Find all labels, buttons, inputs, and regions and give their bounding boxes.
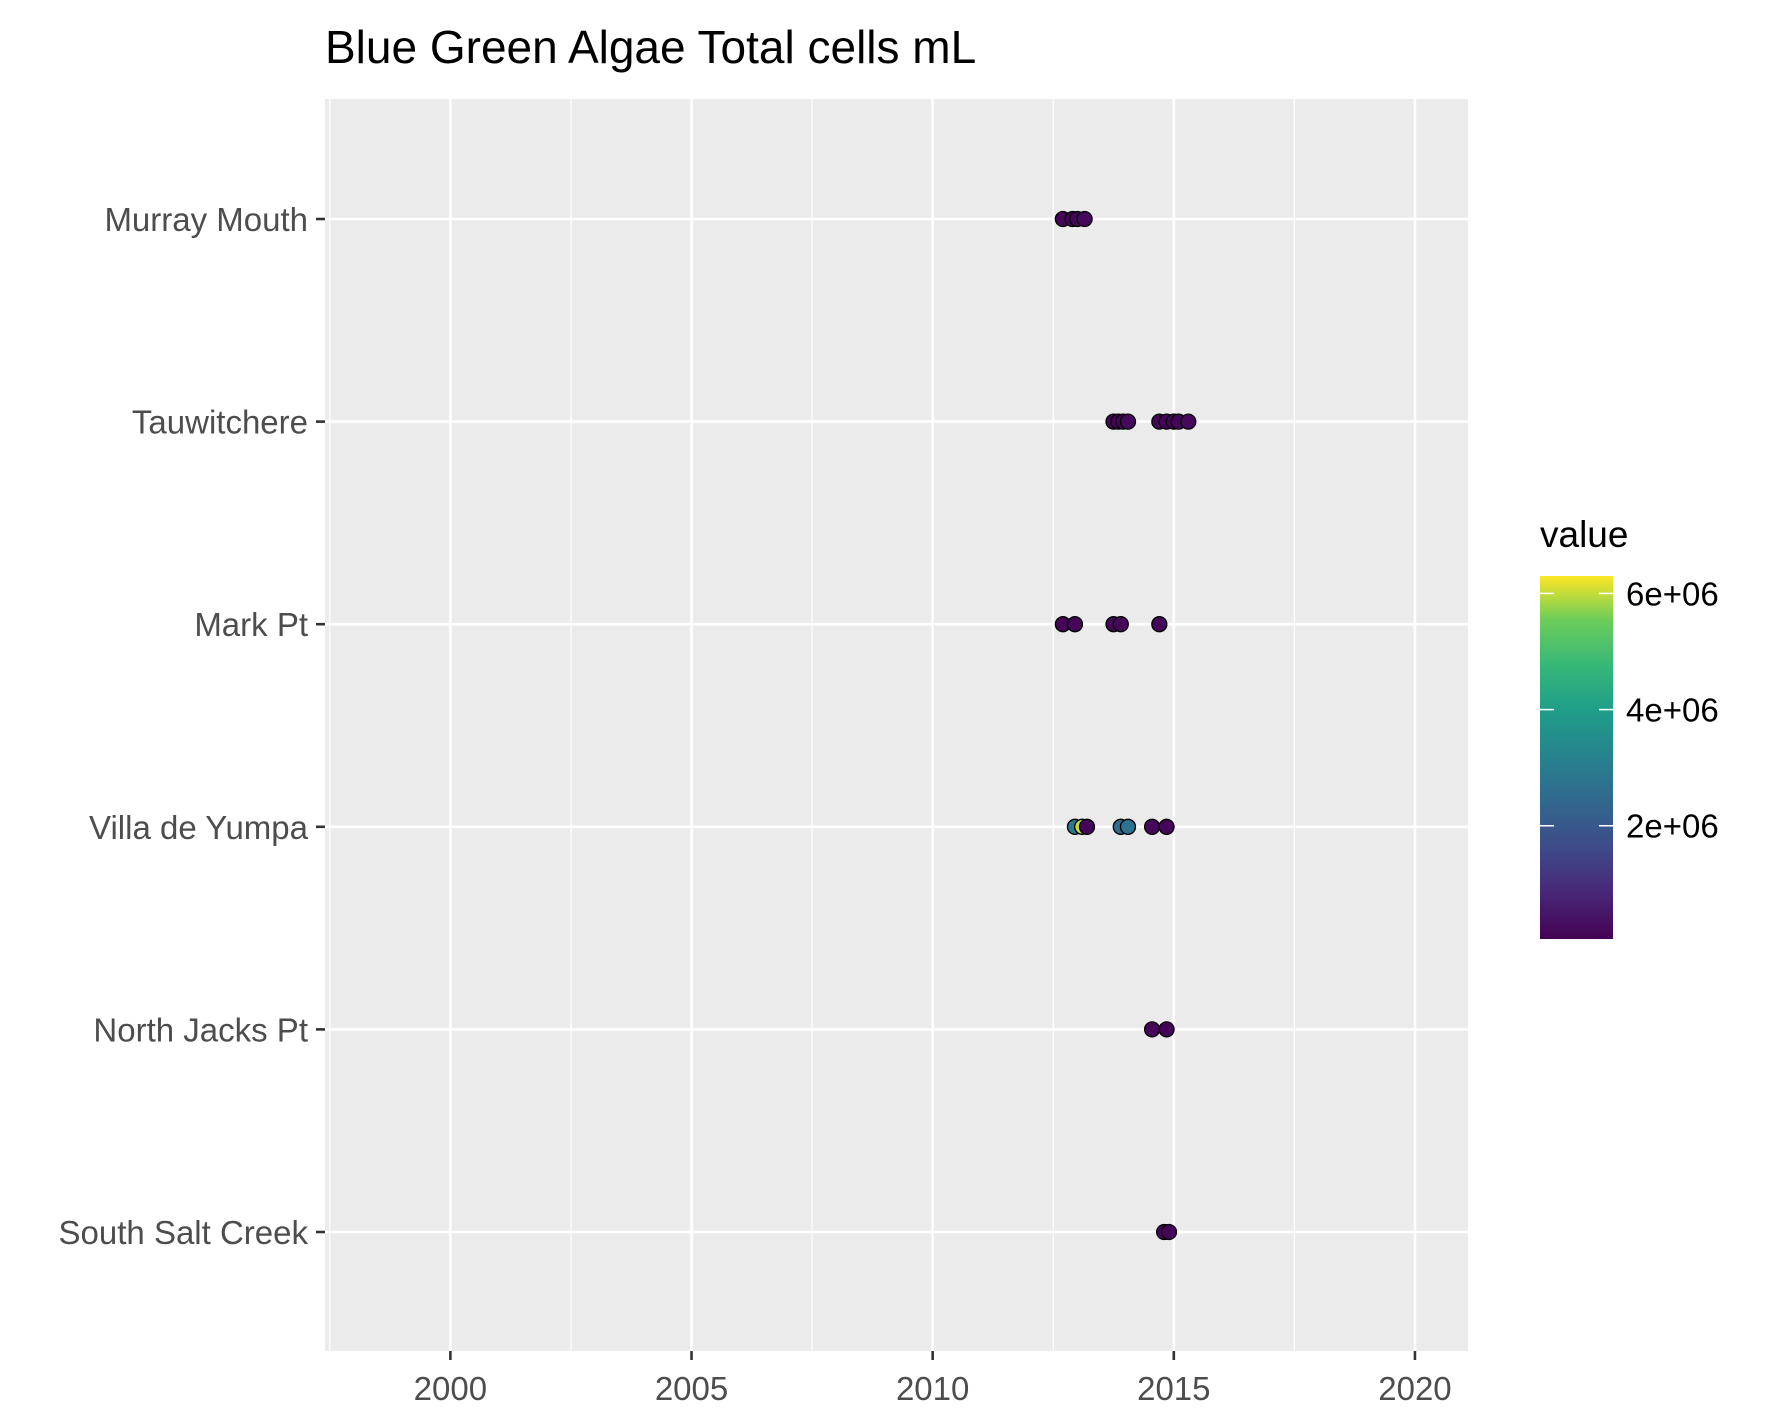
y-axis: Murray Mouth Tauwitchere Mark Pt Villa de Y…	[59, 201, 325, 1251]
data-point	[1160, 1223, 1178, 1241]
y-tick-label: Villa de Yumpa	[89, 809, 309, 846]
x-axis: 2000 2005 2010 2015 2020	[414, 1351, 1452, 1407]
data-point	[1143, 818, 1161, 835]
colorbar	[1540, 576, 1613, 939]
x-tick-label: 2020	[1378, 1370, 1451, 1407]
data-point	[1076, 210, 1093, 228]
data-point	[1119, 818, 1137, 835]
y-tick-label: Tauwitchere	[132, 404, 308, 441]
y-tick-label: Mark Pt	[194, 606, 308, 643]
colorbar-label: 4e+06	[1626, 692, 1719, 729]
x-tick-label: 2005	[655, 1370, 728, 1407]
data-point	[1078, 818, 1096, 835]
plot-panel	[325, 99, 1468, 1351]
x-tick-label: 2015	[1137, 1370, 1210, 1407]
data-points	[1054, 210, 1197, 1241]
colorbar-legend: value 2e+06 4e+06 6e+06	[1540, 514, 1719, 939]
y-tick-label: South Salt Creek	[59, 1214, 309, 1251]
x-tick-label: 2000	[414, 1370, 487, 1407]
colorbar-label: 6e+06	[1626, 575, 1719, 612]
data-point	[1119, 413, 1137, 430]
chart-title: Blue Green Algae Total cells mL	[325, 21, 976, 73]
major-gridlines	[325, 99, 1468, 1351]
data-point	[1180, 413, 1197, 430]
y-tick-label: North Jacks Pt	[93, 1011, 308, 1048]
colorbar-label: 2e+06	[1626, 808, 1719, 845]
data-point	[1066, 616, 1084, 633]
data-point	[1158, 818, 1175, 835]
y-tick-label: Murray Mouth	[104, 201, 308, 238]
legend-title: value	[1540, 514, 1628, 555]
data-point	[1112, 616, 1129, 633]
data-point	[1158, 1021, 1175, 1038]
minor-gridlines	[329, 99, 1295, 1351]
data-point	[1143, 1021, 1161, 1038]
x-tick-label: 2010	[896, 1370, 969, 1407]
data-point	[1151, 616, 1168, 633]
